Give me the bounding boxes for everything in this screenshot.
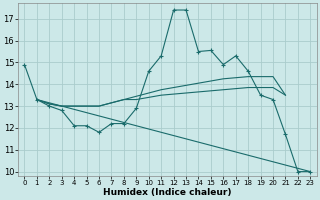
X-axis label: Humidex (Indice chaleur): Humidex (Indice chaleur)	[103, 188, 232, 197]
